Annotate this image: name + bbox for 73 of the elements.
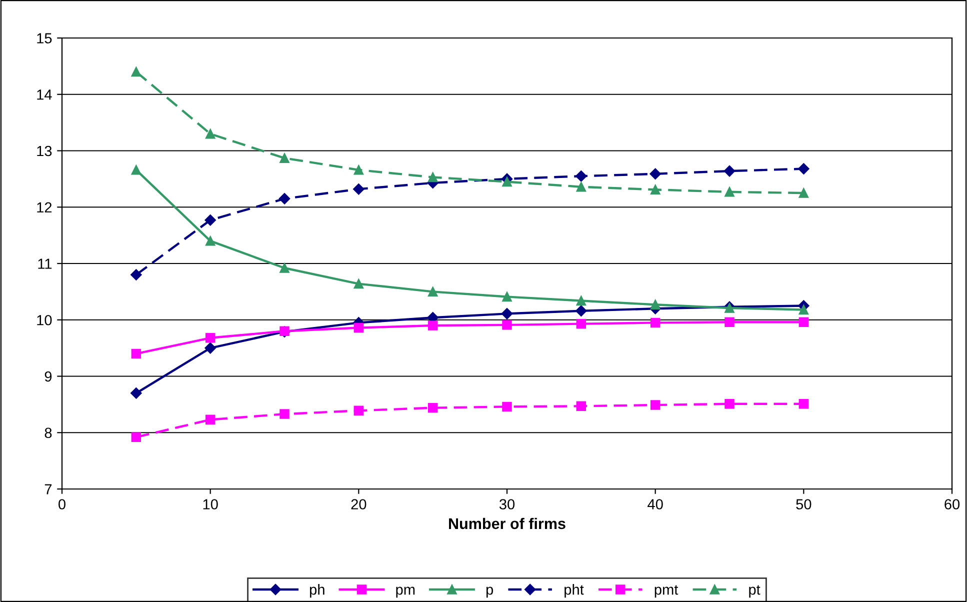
point	[650, 168, 661, 180]
point	[650, 400, 660, 410]
point	[353, 183, 364, 195]
x-tick-label: 30	[499, 499, 515, 510]
point	[205, 414, 216, 425]
y-tick-label: 15	[37, 33, 52, 44]
y-tick-label: 7	[44, 484, 52, 494]
point	[798, 188, 809, 198]
point	[130, 388, 142, 399]
point	[131, 348, 142, 359]
point	[798, 399, 809, 409]
legend-label: ph	[310, 584, 324, 598]
x-tick-label: 50	[796, 499, 812, 510]
point	[502, 320, 512, 330]
point	[798, 317, 809, 327]
point	[428, 286, 438, 297]
point	[280, 409, 290, 419]
point	[502, 292, 512, 302]
point	[280, 263, 290, 273]
x-tick-label: 60	[944, 499, 960, 510]
x-tick-label: 0	[58, 499, 66, 510]
point	[354, 165, 364, 175]
point	[502, 176, 512, 187]
y-tick-label: 13	[37, 146, 52, 156]
y-tick-label: 9	[44, 371, 52, 382]
point	[576, 170, 587, 182]
point	[502, 402, 512, 412]
point	[576, 182, 586, 192]
legend-label: pmt	[654, 585, 678, 598]
point	[798, 304, 809, 315]
legend-label: p	[486, 586, 494, 598]
point	[354, 406, 364, 416]
point	[724, 165, 736, 177]
x-tick-label: 10	[203, 499, 218, 510]
point	[650, 184, 660, 195]
legend-label: pht	[564, 584, 584, 598]
point	[280, 153, 290, 163]
point	[428, 172, 438, 182]
point	[204, 214, 216, 226]
point	[131, 66, 142, 77]
point	[130, 269, 142, 280]
point	[576, 401, 586, 411]
point	[650, 318, 660, 328]
point	[278, 193, 290, 204]
y-tick-label: 8	[44, 428, 52, 438]
point	[576, 296, 586, 306]
y-tick-label: 10	[37, 314, 52, 326]
y-tick-label: 14	[37, 90, 52, 100]
x-tick-label: 40	[648, 499, 663, 510]
point	[428, 320, 438, 330]
x-axis-title: Number of firms	[449, 518, 566, 530]
point	[205, 333, 216, 343]
point	[650, 300, 660, 310]
point	[205, 236, 216, 246]
point	[501, 308, 513, 320]
point	[354, 278, 364, 289]
point	[204, 342, 216, 354]
point	[131, 165, 142, 175]
point	[724, 187, 734, 197]
y-tick-label: 12	[37, 202, 52, 212]
point	[354, 322, 364, 333]
point	[131, 432, 142, 442]
point	[724, 399, 734, 409]
y-tick-label: 11	[38, 258, 52, 269]
point	[576, 318, 586, 329]
x-tick-label: 20	[351, 499, 366, 510]
point	[724, 317, 734, 327]
point	[428, 402, 438, 413]
legend-label: pt	[749, 585, 760, 598]
point	[205, 128, 216, 139]
point	[798, 163, 810, 174]
point	[576, 305, 587, 316]
legend-label: pm	[396, 586, 415, 598]
